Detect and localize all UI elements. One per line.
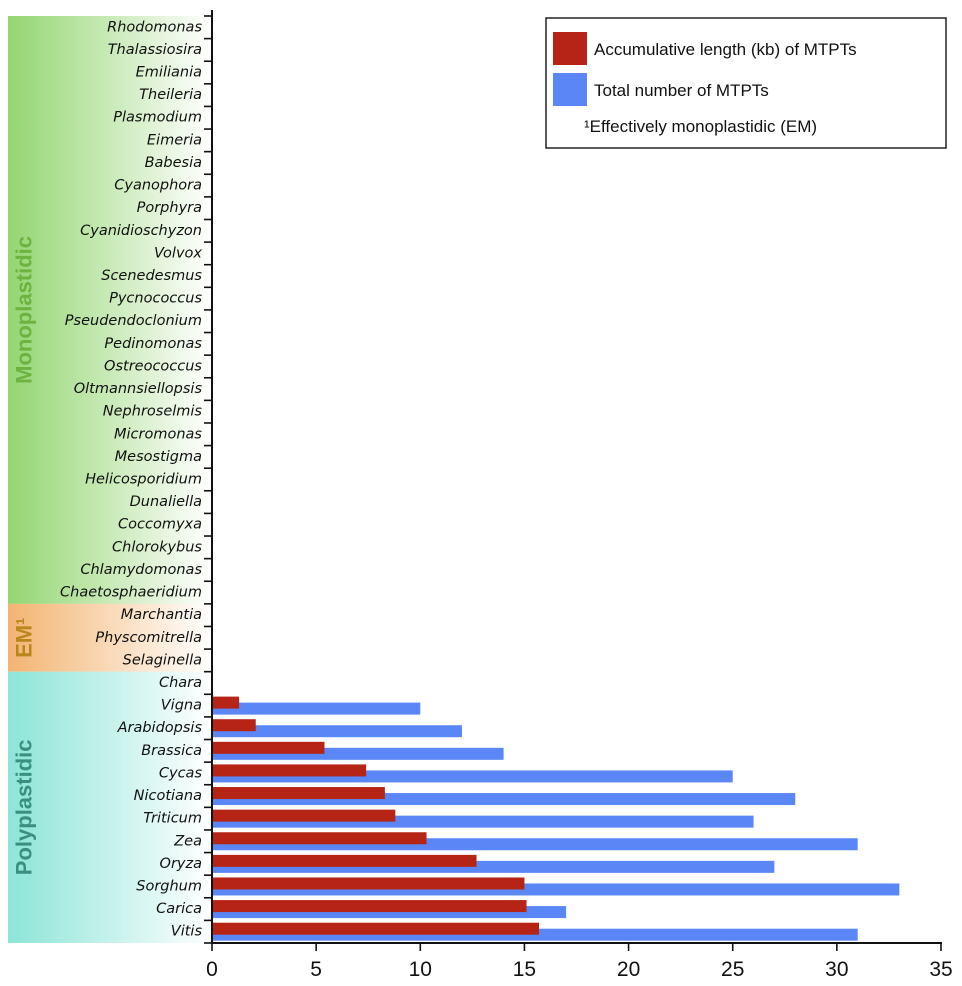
category-label-marchantia: Marchantia xyxy=(121,607,202,623)
legend-swatch-total xyxy=(553,73,587,106)
bar-length-cycas xyxy=(212,764,367,777)
x-tick-label: 0 xyxy=(206,958,218,981)
legend-label-total: Total number of MTPTs xyxy=(594,81,769,100)
category-label-coccomyxa: Coccomyxa xyxy=(118,517,202,533)
category-label-theileria: Theileria xyxy=(139,87,202,103)
category-label-pycnococcus: Pycnococcus xyxy=(109,291,202,307)
category-label-chara: Chara xyxy=(159,675,202,691)
x-tick-label: 5 xyxy=(310,958,322,981)
category-label-dunaliella: Dunaliella xyxy=(130,494,202,510)
x-tick-label: 15 xyxy=(513,958,536,981)
group-label: Monoplastidic xyxy=(12,236,37,384)
x-tick-label: 25 xyxy=(721,958,744,981)
bar-length-triticum xyxy=(212,809,396,822)
category-label-carica: Carica xyxy=(156,901,202,917)
category-label-emiliania: Emiliania xyxy=(136,65,202,81)
bar-length-vitis xyxy=(212,922,540,935)
category-label-chaetosphaeridium: Chaetosphaeridium xyxy=(60,585,202,601)
category-label-ostreococcus: Ostreococcus xyxy=(104,358,202,374)
category-label-sorghum: Sorghum xyxy=(136,878,202,894)
category-label-babesia: Babesia xyxy=(145,155,202,171)
axes xyxy=(204,10,942,951)
category-label-cyanidioschyzon: Cyanidioschyzon xyxy=(80,223,202,239)
bar-length-vigna xyxy=(212,696,240,709)
bar-total-vigna xyxy=(212,702,421,715)
category-label-vitis: Vitis xyxy=(171,924,203,940)
category-label-eimeria: Eimeria xyxy=(147,132,202,148)
category-label-cycas: Cycas xyxy=(159,765,203,781)
category-label-volvox: Volvox xyxy=(154,245,202,261)
category-label-physcomitrella: Physcomitrella xyxy=(95,630,202,646)
legend-swatch-length xyxy=(553,32,587,65)
category-label-brassica: Brassica xyxy=(141,743,202,759)
bar-length-zea xyxy=(212,832,427,845)
x-tick-label: 10 xyxy=(409,958,432,981)
category-label-triticum: Triticum xyxy=(143,811,202,827)
group-band xyxy=(8,671,212,943)
category-label-arabidopsis: Arabidopsis xyxy=(117,720,203,736)
group-band xyxy=(8,16,212,604)
labels: 0 5 10 15 20 25 30 35 Rhodomonas Thalassiosira Emi… xyxy=(60,19,953,981)
category-label-cyanophora: Cyanophora xyxy=(114,178,202,194)
category-label-pseudendoclonium: Pseudendoclonium xyxy=(65,313,202,329)
x-tick-label: 30 xyxy=(825,958,848,981)
bar-length-brassica xyxy=(212,741,325,754)
category-label-helicosporidium: Helicosporidium xyxy=(85,472,202,488)
category-label-rhodomonas: Rhodomonas xyxy=(107,19,202,35)
bar-total-arabidopsis xyxy=(212,725,462,738)
category-label-vigna: Vigna xyxy=(161,698,202,714)
category-label-scenedesmus: Scenedesmus xyxy=(101,268,202,284)
category-label-nicotiana: Nicotiana xyxy=(134,788,202,804)
category-label-mesostigma: Mesostigma xyxy=(115,449,202,465)
group-bands: Monoplastidic EM¹ Polyplastidic xyxy=(8,16,212,943)
x-tick-label: 20 xyxy=(617,958,640,981)
category-label-pedinomonas: Pedinomonas xyxy=(104,336,202,352)
bar-length-arabidopsis xyxy=(212,719,256,732)
legend-label-length: Accumulative length (kb) of MTPTs xyxy=(594,40,857,59)
x-tick-label: 35 xyxy=(929,958,952,981)
legend: Accumulative length (kb) of MTPTs Total n… xyxy=(545,17,947,149)
legend-footnote: ¹Effectively monoplastidic (EM) xyxy=(584,117,817,136)
legend-box xyxy=(545,17,947,149)
category-label-oryza: Oryza xyxy=(160,856,202,872)
category-label-micromonas: Micromonas xyxy=(114,426,202,442)
group-band xyxy=(8,603,212,672)
category-label-plasmodium: Plasmodium xyxy=(113,110,202,126)
category-label-nephroselmis: Nephroselmis xyxy=(103,404,203,420)
category-label-oltmannsiellopsis: Oltmannsiellopsis xyxy=(74,381,203,397)
group-label: Polyplastidic xyxy=(12,739,37,875)
bar-length-carica xyxy=(212,900,527,913)
bar-length-oryza xyxy=(212,854,477,867)
category-label-chlamydomonas: Chlamydomonas xyxy=(80,562,202,578)
category-label-selaginella: Selaginella xyxy=(123,652,202,668)
bars xyxy=(212,696,900,941)
category-label-zea: Zea xyxy=(173,833,202,849)
category-label-porphyra: Porphyra xyxy=(137,200,202,216)
category-label-thalassiosira: Thalassiosira xyxy=(108,42,202,58)
bar-length-nicotiana xyxy=(212,787,385,800)
group-label: EM¹ xyxy=(12,618,37,658)
category-label-chlorokybus: Chlorokybus xyxy=(112,539,202,555)
bar-length-sorghum xyxy=(212,877,525,890)
